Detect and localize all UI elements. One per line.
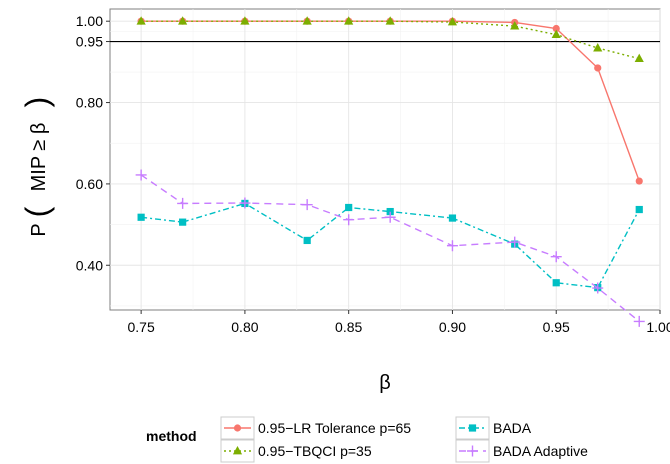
legend-item: BADA: [455, 416, 532, 440]
y-axis-label: P ( MIP ≥ β ): [19, 97, 55, 237]
series-1: [136, 16, 644, 63]
x-tick-label: 0.85: [335, 319, 362, 335]
y-axis-label-inner: MIP ≥ β: [28, 123, 50, 192]
y-tick-label: 1.00: [76, 13, 103, 29]
data-point: [633, 315, 645, 327]
data-point: [345, 203, 353, 212]
data-point: [136, 16, 146, 25]
data-point: [551, 29, 561, 39]
data-point: [137, 213, 145, 221]
plot-panel: [109, 8, 661, 311]
y-axis-label-prefix: P: [28, 223, 50, 236]
data-point: [594, 64, 602, 72]
data-point: [592, 282, 604, 294]
series-3: [135, 169, 645, 327]
y-axis: 0.40 0.60 0.80 0.95 1.00: [76, 13, 110, 273]
data-point: [635, 177, 643, 185]
legend-key-marker: [468, 424, 477, 432]
x-tick-label: 0.90: [439, 319, 466, 335]
data-point: [177, 197, 189, 209]
data-point: [179, 218, 187, 226]
data-point: [178, 16, 188, 25]
data-point: [303, 236, 311, 245]
x-tick-label: 0.80: [231, 319, 258, 335]
data-point: [301, 199, 313, 211]
data-point: [135, 169, 147, 181]
legend-key-marker: [233, 424, 242, 432]
data-point: [510, 21, 520, 30]
data-point: [446, 240, 458, 252]
data-point: [552, 279, 560, 287]
data-point: [552, 24, 560, 33]
data-point: [302, 16, 312, 25]
legend-label: 0.95−TBQCI p=35: [258, 443, 372, 459]
data-point: [447, 17, 458, 26]
x-axis: 0.75 0.80 0.85 0.90 0.95 1.00: [128, 310, 670, 335]
data-point: [385, 16, 395, 25]
y-axis-label-close-paren: ): [19, 97, 55, 108]
legend-label: BADA: [493, 420, 532, 436]
x-tick-label: 1.00: [646, 319, 670, 335]
y-tick-label: 0.40: [76, 257, 103, 273]
data-point: [593, 43, 603, 52]
data-point: [448, 214, 457, 222]
legend-key-marker: [467, 445, 478, 457]
data-point: [386, 207, 394, 216]
data-point: [384, 211, 396, 223]
x-tick-label: 0.75: [128, 319, 155, 335]
legend: method 0.95−LR Tolerance p=65 BADA 0.95−TB…: [146, 416, 588, 463]
series-layer: [135, 16, 645, 327]
legend-items: 0.95−LR Tolerance p=65 BADA 0.95−TBQCI p=3…: [220, 416, 588, 463]
data-point: [550, 251, 562, 263]
series-line: [141, 20, 640, 60]
data-point: [344, 16, 354, 25]
x-tick-label: 0.95: [543, 319, 570, 335]
y-axis-label-open-paren: (: [19, 206, 55, 217]
legend-item: 0.95−LR Tolerance p=65: [220, 416, 411, 440]
data-point: [634, 53, 644, 63]
legend-label: BADA Adaptive: [493, 443, 588, 459]
data-point: [343, 214, 355, 226]
minor-gridlines: [110, 9, 660, 310]
y-tick-label: 0.80: [76, 95, 103, 111]
x-axis-label: β: [379, 372, 391, 394]
series-line: [141, 202, 640, 289]
data-point: [240, 16, 250, 25]
legend-key-marker: [232, 446, 243, 455]
y-tick-label: 0.95: [76, 34, 103, 50]
legend-title: method: [146, 428, 197, 444]
legend-item: 0.95−TBQCI p=35: [220, 439, 372, 463]
legend-label: 0.95−LR Tolerance p=65: [258, 420, 411, 436]
legend-item: BADA Adaptive: [455, 439, 588, 463]
y-tick-label: 0.60: [76, 176, 103, 192]
data-point: [239, 197, 251, 209]
data-point: [635, 205, 643, 214]
data-point: [509, 236, 521, 248]
